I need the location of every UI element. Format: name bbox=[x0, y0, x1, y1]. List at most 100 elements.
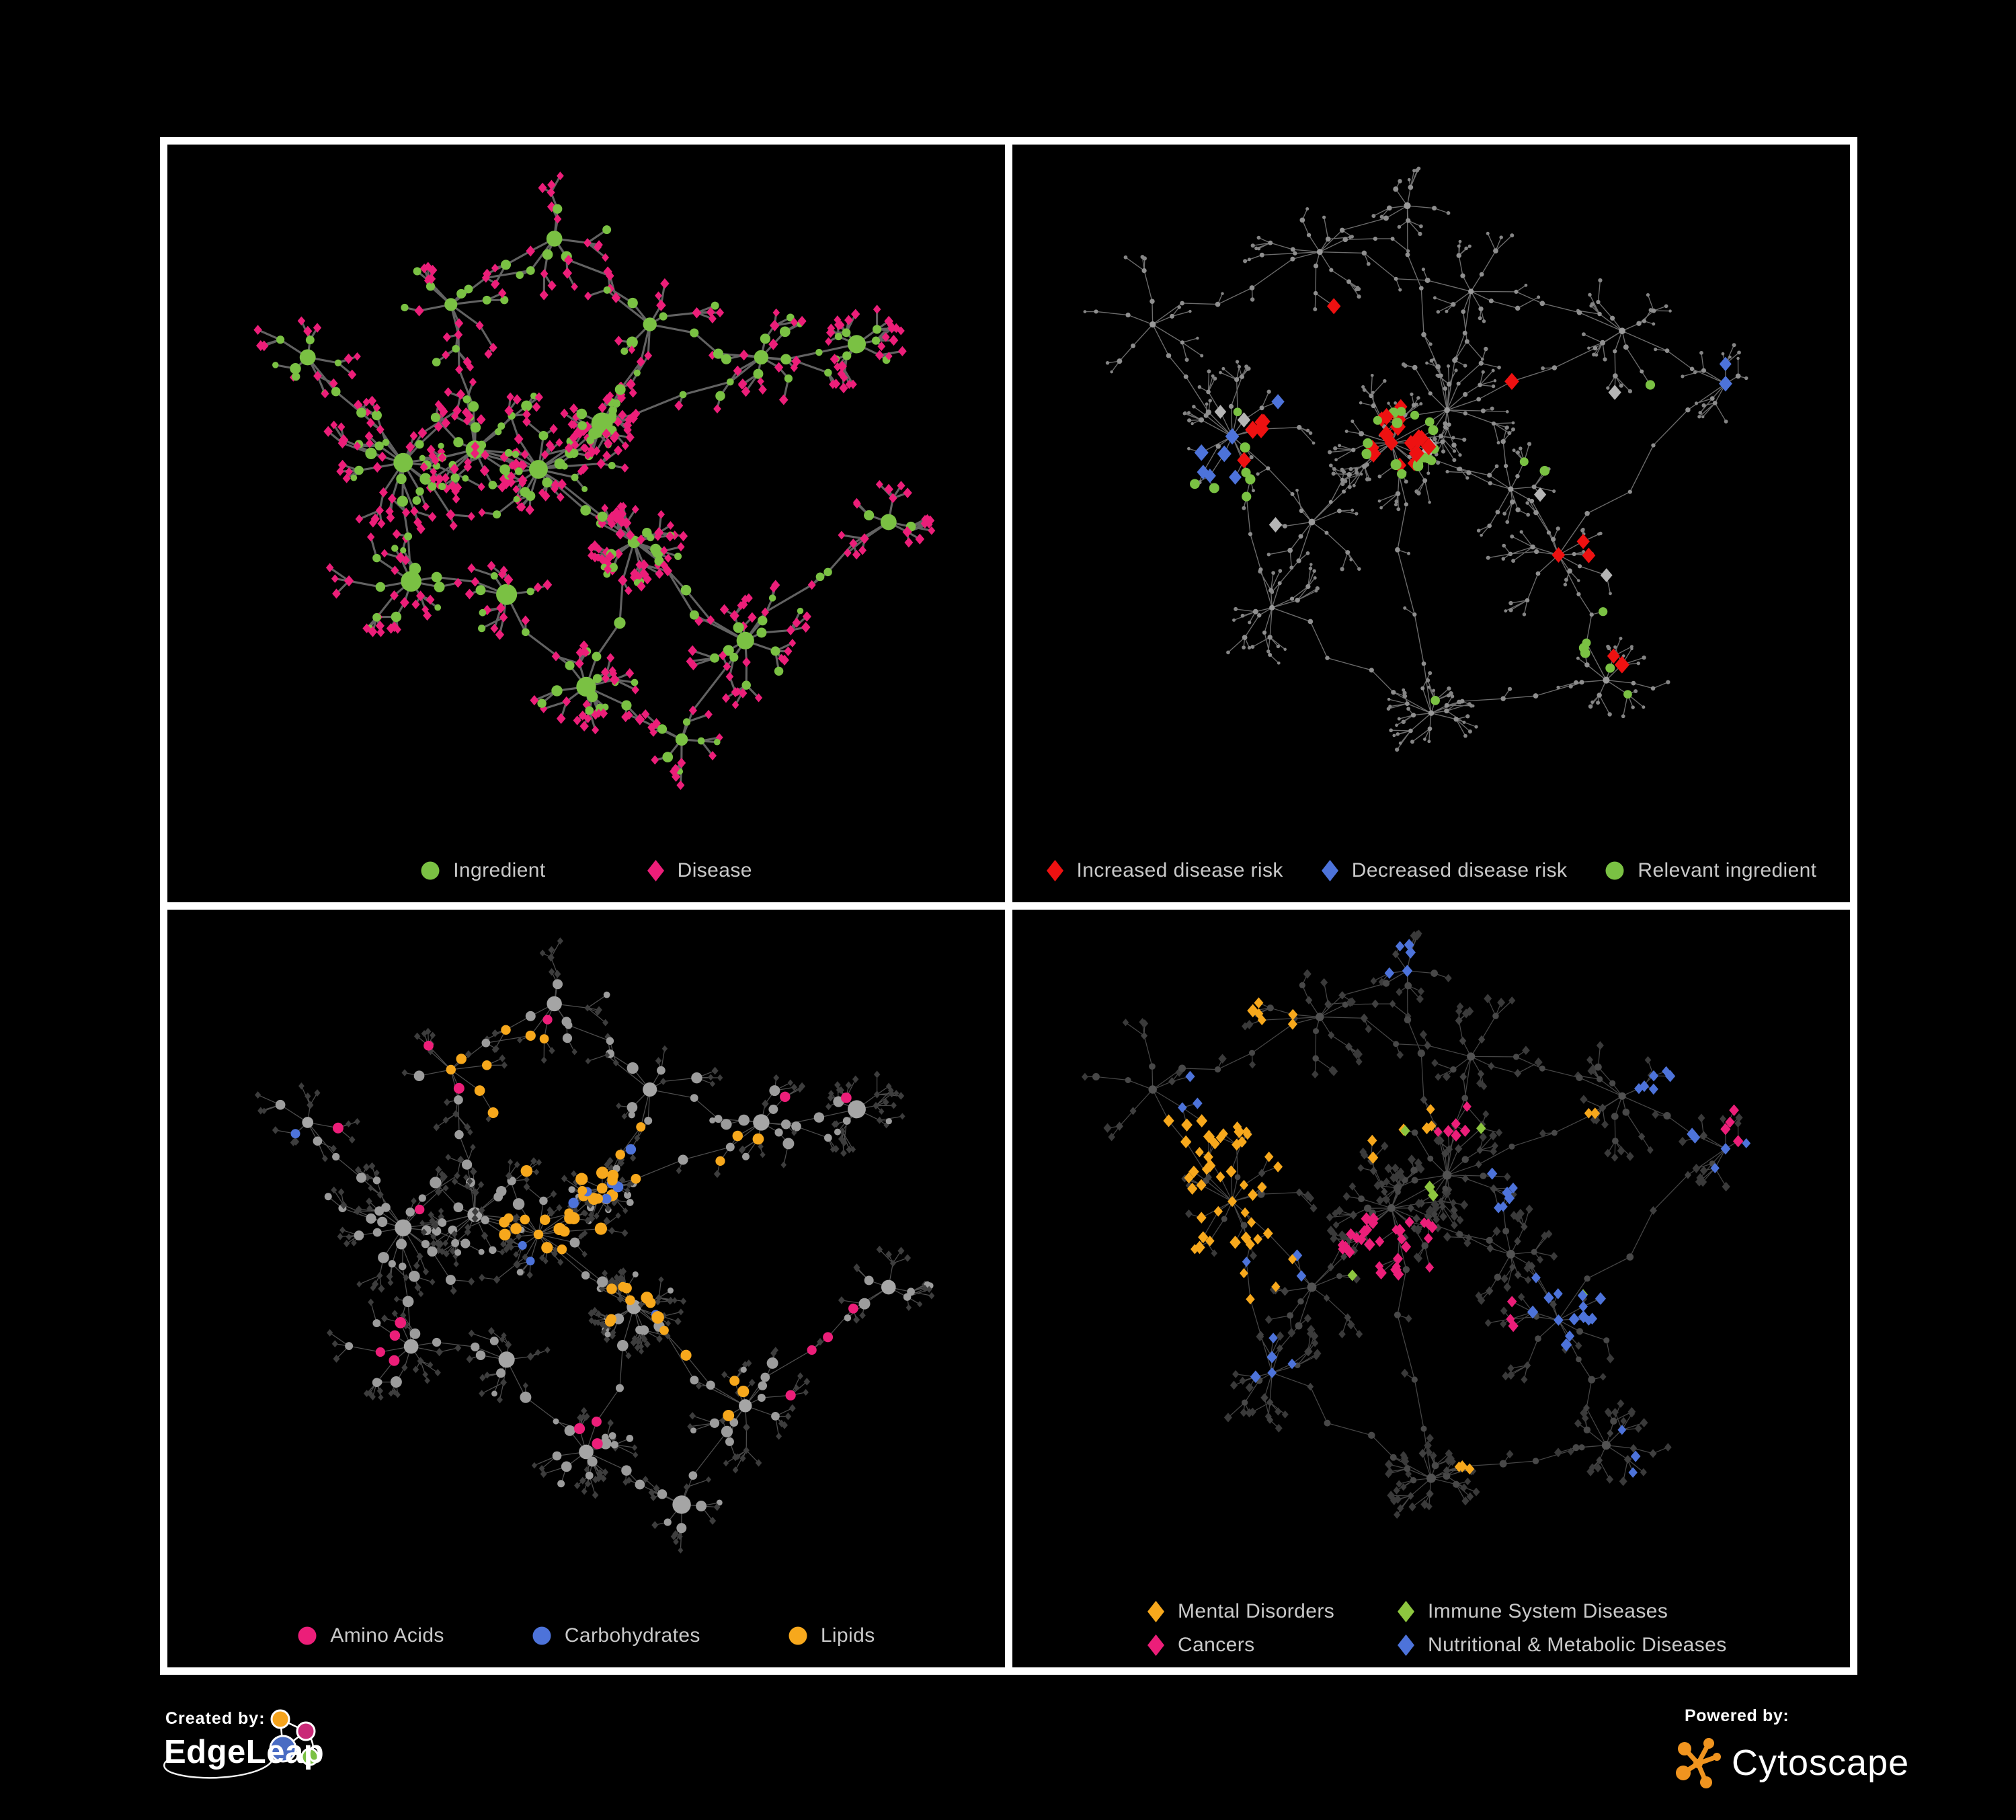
network-node-diamond bbox=[442, 1240, 448, 1247]
network-node-circle bbox=[444, 298, 458, 311]
network-node-diamond bbox=[1586, 1056, 1593, 1064]
network-node-diamond bbox=[672, 1297, 678, 1304]
edgeleap-logo: Created by: EdgeLeap bbox=[163, 1709, 324, 1779]
network-node-diamond bbox=[1268, 517, 1283, 532]
network-node-circle bbox=[1395, 491, 1401, 497]
network-node-diamond bbox=[596, 1474, 602, 1482]
network-node-diamond bbox=[1229, 469, 1242, 485]
network-node-diamond bbox=[635, 1338, 642, 1346]
network-node-circle bbox=[1599, 607, 1608, 617]
network-node-diamond bbox=[445, 1154, 452, 1161]
network-node-circle bbox=[1497, 365, 1501, 370]
network-node-circle bbox=[651, 546, 664, 559]
network-node-circle bbox=[1397, 717, 1401, 721]
network-node-diamond bbox=[551, 479, 561, 491]
network-node-circle bbox=[1500, 696, 1506, 701]
network-node-circle bbox=[1148, 1085, 1157, 1094]
network-node-circle bbox=[1404, 982, 1412, 990]
network-node-diamond bbox=[366, 1205, 373, 1212]
network-node-diamond bbox=[354, 352, 361, 361]
network-node-circle bbox=[625, 1144, 637, 1155]
network-node-circle bbox=[1701, 403, 1706, 408]
network-node-circle bbox=[1244, 364, 1249, 369]
network-node-circle bbox=[738, 1114, 750, 1126]
network-node-diamond bbox=[421, 605, 430, 614]
network-node-diamond bbox=[1465, 1463, 1475, 1475]
network-node-circle bbox=[1349, 558, 1353, 561]
network-node-diamond bbox=[592, 1318, 598, 1327]
network-node-diamond bbox=[440, 1173, 448, 1181]
network-node-diamond bbox=[377, 518, 386, 528]
network-node-diamond bbox=[424, 1377, 430, 1384]
network-node-diamond bbox=[373, 403, 381, 412]
network-node-circle bbox=[1250, 297, 1255, 302]
network-node-circle bbox=[496, 1368, 506, 1378]
network-node-diamond bbox=[340, 1201, 348, 1210]
network-node-circle bbox=[1445, 469, 1449, 474]
network-node-circle bbox=[604, 1316, 616, 1327]
network-node-circle bbox=[1522, 612, 1527, 617]
network-node-diamond bbox=[412, 1366, 419, 1374]
network-node-diamond bbox=[257, 1107, 264, 1115]
legend-item: Immune System Diseases bbox=[1397, 1600, 1727, 1623]
network-node-circle bbox=[1334, 458, 1338, 462]
network-node-diamond bbox=[452, 405, 462, 416]
network-node-circle bbox=[1505, 520, 1510, 524]
network-node-circle bbox=[1350, 235, 1354, 239]
network-node-circle bbox=[377, 1216, 388, 1227]
network-node-diamond bbox=[608, 1164, 614, 1171]
network-node-circle bbox=[1446, 381, 1452, 387]
network-node-circle bbox=[1361, 385, 1365, 389]
network-node-diamond bbox=[743, 1423, 750, 1432]
network-node-circle bbox=[1580, 648, 1590, 658]
network-node-diamond bbox=[844, 548, 852, 558]
network-node-diamond bbox=[852, 498, 860, 507]
network-node-circle bbox=[1403, 606, 1407, 610]
network-node-circle bbox=[446, 1064, 456, 1075]
network-node-circle bbox=[501, 1025, 511, 1035]
network-node-diamond bbox=[1355, 1058, 1363, 1066]
network-node-diamond bbox=[400, 1312, 407, 1319]
network-node-circle bbox=[1200, 354, 1204, 358]
network-node-circle bbox=[1442, 1185, 1449, 1192]
network-node-diamond bbox=[1490, 1147, 1497, 1156]
network-node-diamond bbox=[1332, 1210, 1339, 1218]
network-node-circle bbox=[1619, 637, 1623, 641]
network-node-circle bbox=[1452, 458, 1457, 463]
network-node-diamond bbox=[1081, 1072, 1088, 1081]
network-node-circle bbox=[1527, 442, 1532, 446]
network-node-diamond bbox=[651, 1521, 659, 1530]
network-node-circle bbox=[499, 1228, 511, 1241]
network-node-diamond bbox=[1246, 1294, 1255, 1305]
network-node-diamond bbox=[297, 316, 306, 326]
network-node-diamond bbox=[471, 1214, 479, 1223]
network-node-diamond bbox=[660, 546, 668, 555]
network-node-circle bbox=[774, 666, 784, 676]
network-node-circle bbox=[1451, 302, 1456, 307]
network-node-diamond bbox=[481, 1231, 489, 1240]
network-node-diamond bbox=[1692, 1163, 1701, 1173]
network-node-diamond bbox=[1122, 1019, 1129, 1027]
network-node-circle bbox=[547, 996, 562, 1012]
network-node-diamond bbox=[739, 599, 748, 610]
network-node-circle bbox=[631, 678, 639, 686]
network-node-circle bbox=[1394, 1311, 1401, 1318]
network-node-circle bbox=[1524, 283, 1528, 287]
network-node-circle bbox=[1461, 309, 1466, 314]
network-node-circle bbox=[1215, 301, 1221, 307]
network-node-circle bbox=[1371, 391, 1375, 395]
network-node-circle bbox=[1421, 661, 1426, 666]
network-node-diamond bbox=[513, 1260, 520, 1269]
network-node-circle bbox=[366, 1213, 376, 1224]
network-node-diamond bbox=[1340, 1253, 1348, 1261]
network-node-diamond bbox=[592, 725, 600, 735]
network-node-circle bbox=[732, 1130, 743, 1142]
network-node-diamond bbox=[581, 1407, 588, 1415]
network-node-circle bbox=[345, 1342, 354, 1351]
network-node-circle bbox=[1613, 373, 1618, 379]
network-node-circle bbox=[1480, 1173, 1487, 1179]
network-node-diamond bbox=[1550, 1252, 1558, 1261]
network-node-diamond bbox=[602, 428, 611, 440]
network-node-diamond bbox=[624, 586, 633, 596]
network-node-circle bbox=[1597, 311, 1602, 317]
